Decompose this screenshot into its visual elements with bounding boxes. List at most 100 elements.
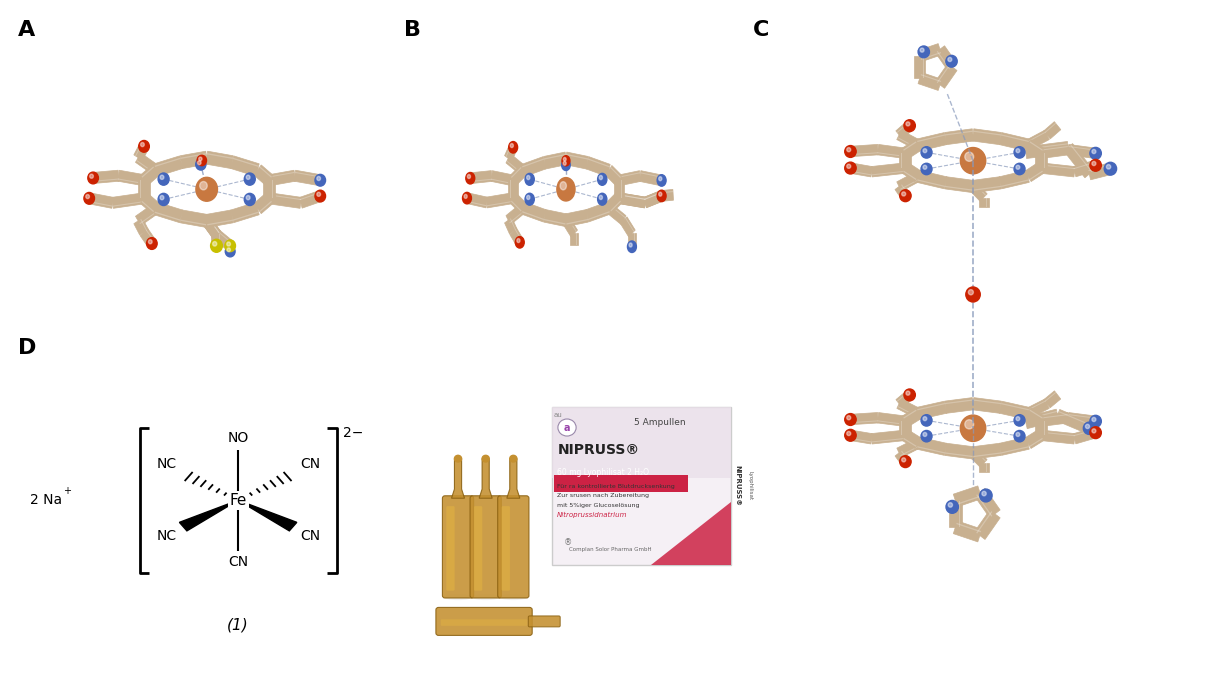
Circle shape	[199, 157, 202, 161]
Polygon shape	[850, 438, 871, 442]
Polygon shape	[181, 153, 206, 159]
Polygon shape	[466, 201, 487, 206]
Polygon shape	[917, 403, 945, 410]
Polygon shape	[141, 193, 159, 214]
Polygon shape	[957, 523, 981, 533]
FancyBboxPatch shape	[442, 496, 474, 598]
Polygon shape	[112, 193, 145, 208]
Polygon shape	[851, 412, 878, 425]
Circle shape	[517, 239, 521, 243]
Polygon shape	[918, 72, 941, 91]
Polygon shape	[1041, 432, 1075, 436]
Ellipse shape	[443, 594, 472, 600]
Polygon shape	[1069, 414, 1097, 418]
Polygon shape	[999, 437, 1029, 456]
Polygon shape	[619, 195, 646, 200]
Circle shape	[195, 159, 206, 170]
Polygon shape	[139, 180, 149, 198]
Polygon shape	[915, 56, 925, 78]
Circle shape	[1015, 147, 1025, 158]
Polygon shape	[903, 163, 922, 182]
Circle shape	[1089, 415, 1101, 427]
Circle shape	[599, 195, 602, 199]
Polygon shape	[1040, 146, 1068, 151]
Polygon shape	[921, 74, 941, 82]
Circle shape	[86, 195, 89, 199]
Polygon shape	[975, 450, 986, 462]
Polygon shape	[522, 211, 543, 220]
Circle shape	[196, 177, 217, 201]
Polygon shape	[1044, 391, 1060, 408]
Polygon shape	[1040, 430, 1075, 444]
Polygon shape	[974, 130, 1001, 135]
Circle shape	[225, 246, 235, 257]
Polygon shape	[134, 143, 148, 160]
Circle shape	[466, 172, 475, 184]
Polygon shape	[1025, 399, 1050, 418]
Polygon shape	[181, 151, 207, 168]
Polygon shape	[904, 438, 917, 447]
Polygon shape	[978, 463, 988, 472]
Polygon shape	[897, 439, 921, 458]
Polygon shape	[1001, 135, 1029, 142]
Circle shape	[1106, 164, 1111, 169]
Circle shape	[946, 55, 957, 67]
Polygon shape	[972, 397, 1001, 413]
Polygon shape	[1040, 163, 1075, 177]
Polygon shape	[113, 201, 145, 207]
Polygon shape	[976, 494, 993, 516]
Polygon shape	[611, 201, 621, 212]
Polygon shape	[93, 170, 119, 183]
Polygon shape	[206, 210, 233, 227]
Polygon shape	[897, 392, 909, 402]
Polygon shape	[1068, 412, 1097, 427]
Circle shape	[148, 240, 152, 244]
Polygon shape	[917, 446, 945, 454]
Polygon shape	[945, 452, 972, 457]
Circle shape	[89, 174, 93, 178]
Polygon shape	[904, 170, 917, 180]
Polygon shape	[975, 488, 1000, 518]
Circle shape	[906, 122, 910, 126]
Circle shape	[245, 193, 255, 206]
Polygon shape	[1024, 163, 1044, 182]
Circle shape	[1092, 162, 1095, 166]
Polygon shape	[480, 458, 492, 498]
Polygon shape	[233, 212, 259, 221]
Circle shape	[845, 162, 857, 174]
Polygon shape	[239, 500, 296, 531]
Circle shape	[598, 173, 607, 185]
Polygon shape	[586, 157, 610, 176]
Polygon shape	[975, 184, 986, 196]
FancyBboxPatch shape	[436, 608, 533, 635]
Polygon shape	[140, 211, 158, 224]
Polygon shape	[975, 510, 1000, 539]
Polygon shape	[154, 156, 183, 176]
Circle shape	[227, 248, 230, 251]
Polygon shape	[999, 401, 1029, 419]
Polygon shape	[897, 130, 921, 149]
FancyBboxPatch shape	[528, 616, 560, 627]
Polygon shape	[509, 180, 518, 198]
Polygon shape	[202, 218, 221, 238]
Polygon shape	[850, 430, 872, 444]
Circle shape	[141, 143, 145, 147]
Circle shape	[980, 489, 992, 502]
Polygon shape	[1041, 164, 1075, 169]
Text: NO: NO	[228, 431, 248, 445]
Polygon shape	[181, 210, 207, 227]
Circle shape	[965, 420, 974, 429]
Polygon shape	[897, 391, 912, 408]
Polygon shape	[269, 170, 295, 186]
Text: 60 mg Lyophilisat 2 H₂O: 60 mg Lyophilisat 2 H₂O	[557, 468, 649, 477]
Polygon shape	[135, 153, 159, 175]
Polygon shape	[1029, 410, 1042, 418]
FancyBboxPatch shape	[501, 506, 510, 591]
Polygon shape	[294, 170, 321, 186]
Polygon shape	[935, 64, 957, 89]
Circle shape	[948, 57, 952, 62]
Polygon shape	[606, 193, 622, 213]
Polygon shape	[945, 186, 972, 191]
Text: C: C	[753, 20, 770, 41]
Polygon shape	[904, 141, 917, 151]
